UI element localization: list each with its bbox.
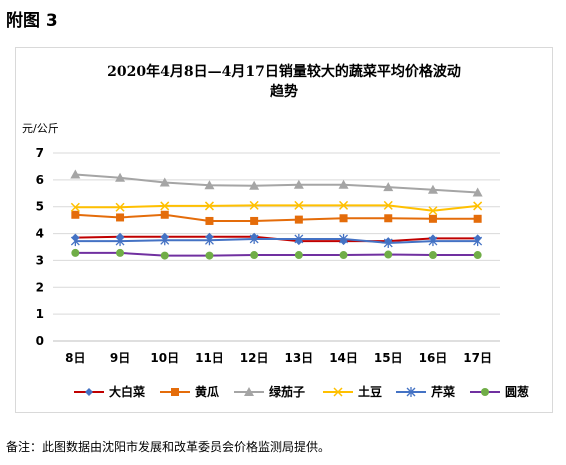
series-line-3	[75, 173, 478, 194]
y-tick-label: 0	[36, 334, 44, 348]
data-point-s5	[339, 233, 349, 244]
data-point-s3	[204, 180, 215, 190]
data-point-s4	[249, 200, 259, 210]
y-axis-unit: 元/公斤	[22, 122, 59, 135]
legend-label: 芹菜	[431, 384, 455, 399]
data-point-s5	[115, 236, 125, 247]
data-point-s3	[338, 179, 349, 189]
legend-label: 圆葱	[505, 384, 529, 399]
data-point-s4	[383, 200, 393, 210]
data-point-s4	[115, 202, 125, 212]
data-point-s4	[473, 201, 483, 211]
data-point-s3	[159, 177, 170, 187]
x-tick-label: 12日	[240, 351, 269, 365]
x-tick-label: 11日	[195, 351, 224, 365]
data-point-s5	[160, 235, 170, 246]
series-line-6	[75, 251, 478, 257]
data-point-s4	[204, 201, 214, 211]
x-tick-label: 15日	[374, 351, 403, 365]
legend-marker	[333, 387, 343, 397]
data-point-s2	[384, 214, 393, 223]
data-point-s2	[250, 216, 259, 225]
data-point-s6	[473, 251, 482, 260]
data-point-s3	[427, 184, 438, 194]
data-point-s4	[428, 206, 438, 216]
y-tick-label: 7	[36, 146, 44, 160]
legend-label: 土豆	[358, 384, 382, 399]
data-point-s6	[116, 248, 125, 257]
x-tick-label: 9日	[110, 351, 130, 365]
data-point-s5	[70, 236, 80, 247]
data-point-s2	[71, 210, 80, 219]
data-point-s4	[339, 200, 349, 210]
series-line-5	[75, 237, 478, 244]
data-point-s6	[294, 251, 303, 260]
legend-label: 黄瓜	[195, 384, 219, 399]
data-point-s6	[205, 251, 214, 260]
data-point-s2	[428, 214, 437, 223]
data-point-s2	[205, 216, 214, 225]
data-point-s2	[116, 213, 125, 222]
y-tick-label: 4	[36, 227, 44, 241]
x-tick-label: 16日	[419, 351, 448, 365]
legend-label: 大白菜	[109, 384, 145, 399]
data-point-s5	[294, 233, 304, 244]
x-tick-label: 10日	[150, 351, 179, 365]
legend-marker	[171, 388, 179, 396]
legend-marker	[244, 387, 254, 396]
legend-marker	[406, 387, 416, 397]
data-point-s5	[473, 236, 483, 247]
data-point-s3	[383, 182, 394, 192]
x-tick-label: 8日	[65, 351, 85, 365]
chart-title-line2: 趋势	[270, 84, 298, 100]
x-tick-label: 14日	[329, 351, 358, 365]
legend-marker	[481, 388, 489, 396]
data-point-s5	[383, 237, 393, 248]
data-point-s2	[473, 214, 482, 223]
chart-title: 2020年4月8日—4月17日销量较大的蔬菜平均价格波动	[107, 64, 461, 80]
data-point-s2	[160, 210, 169, 219]
data-point-s6	[428, 251, 437, 260]
figure-label: 附图 3	[6, 11, 58, 31]
series-line-2	[75, 213, 478, 222]
x-tick-label: 17日	[463, 351, 492, 365]
data-point-s4	[70, 202, 80, 212]
y-tick-label: 1	[36, 307, 44, 321]
chart-frame	[15, 47, 553, 413]
y-tick-label: 6	[36, 173, 44, 187]
data-point-s5	[204, 235, 214, 246]
y-tick-label: 2	[36, 280, 44, 294]
legend-marker	[85, 388, 93, 396]
footnote: 备注：此图数据由沈阳市发展和改革委员会价格监测局提供。	[6, 440, 331, 454]
data-point-s3	[249, 180, 260, 190]
y-tick-label: 3	[36, 253, 44, 267]
data-point-s3	[293, 179, 304, 189]
data-point-s6	[160, 251, 169, 260]
y-tick-label: 5	[36, 200, 44, 214]
data-point-s6	[250, 251, 259, 260]
data-point-s6	[71, 248, 80, 257]
data-point-s4	[294, 200, 304, 210]
data-point-s3	[115, 172, 126, 182]
data-point-s2	[294, 215, 303, 224]
data-point-s5	[249, 233, 259, 244]
data-point-s6	[384, 250, 393, 259]
x-tick-label: 13日	[284, 351, 313, 365]
data-point-s2	[339, 214, 348, 223]
data-point-s3	[472, 187, 483, 197]
data-point-s3	[70, 169, 81, 179]
series-line-4	[75, 204, 478, 212]
legend-label: 绿茄子	[269, 384, 305, 399]
data-point-s4	[160, 201, 170, 211]
data-point-s6	[339, 251, 348, 260]
data-point-s5	[428, 236, 438, 247]
